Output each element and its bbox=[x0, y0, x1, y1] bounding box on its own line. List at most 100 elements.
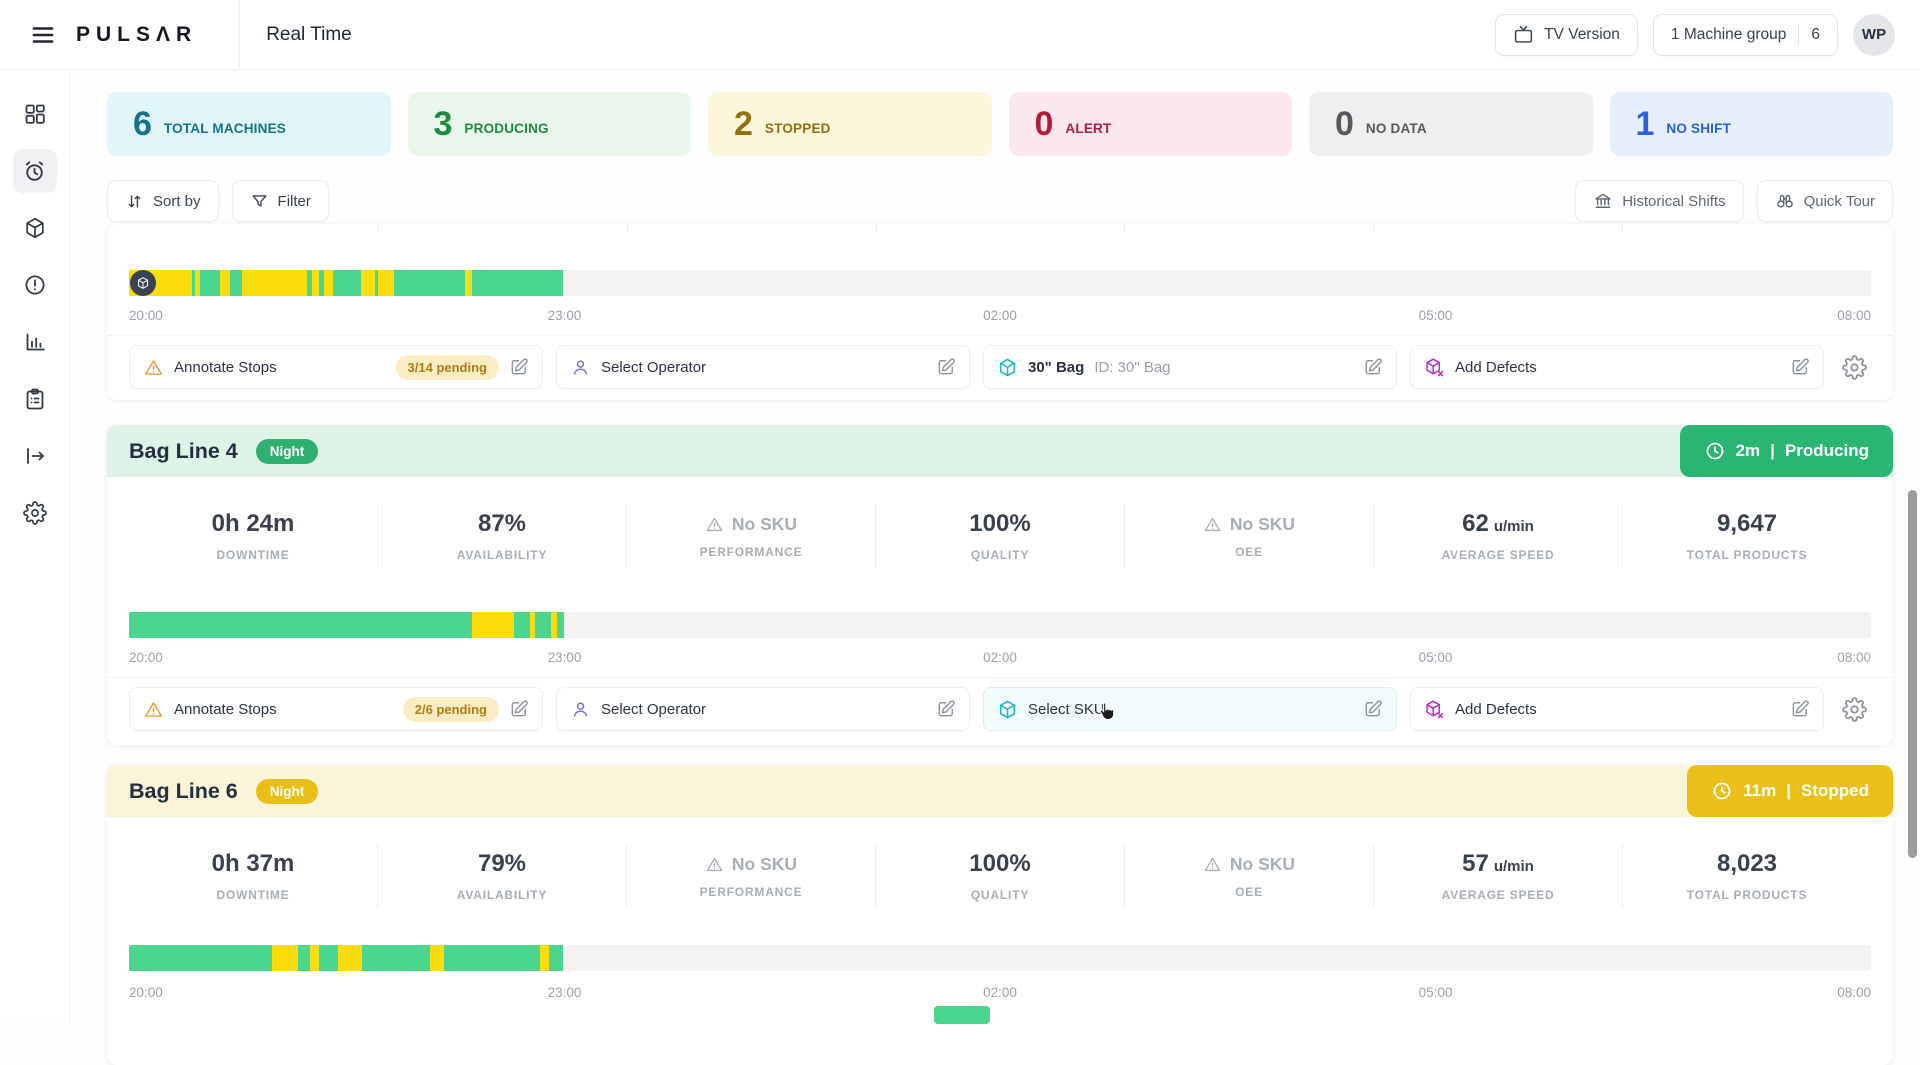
machine-name: Bag Line 6 bbox=[129, 779, 238, 804]
stat-total-products: 9,647 TOTAL PRODUCTS bbox=[1623, 510, 1871, 562]
machine-header[interactable]: Bag Line 4 Night 2m | Producing bbox=[107, 425, 1893, 477]
brand-logo[interactable]: PULSΛR bbox=[76, 23, 197, 47]
production-timeline[interactable] bbox=[129, 945, 1871, 971]
quick-tour-button[interactable]: Quick Tour bbox=[1757, 180, 1893, 222]
select-sku-button[interactable]: Select SKU bbox=[983, 687, 1397, 731]
sku-icon bbox=[997, 699, 1018, 720]
stats-row: 0h 24m DOWNTIME 87% AVAILABILITY No SKU … bbox=[129, 477, 1871, 595]
tv-icon bbox=[1513, 24, 1534, 45]
stat-divider-stubs bbox=[129, 224, 1871, 232]
status-clock-icon bbox=[1711, 780, 1733, 802]
edit-icon[interactable] bbox=[1363, 357, 1383, 377]
real-time-icon[interactable] bbox=[13, 149, 57, 193]
stat-availability: 79% AVAILABILITY bbox=[378, 850, 626, 902]
summary-producing[interactable]: 3 PRODUCING bbox=[408, 92, 692, 156]
shift-badge: Night bbox=[256, 439, 319, 464]
scrollbar-thumb[interactable] bbox=[1908, 490, 1917, 858]
stat-oee: No SKU OEE bbox=[1125, 514, 1373, 559]
defects-icon bbox=[1424, 357, 1445, 378]
timeline-product-marker-icon bbox=[130, 270, 156, 296]
filter-button[interactable]: Filter bbox=[232, 180, 329, 222]
page-title: Real Time bbox=[266, 24, 352, 46]
machine-card-bag-line-6: Bag Line 6 Night 11m | Stopped 0h 37m DO… bbox=[107, 765, 1893, 1065]
operator-icon bbox=[570, 357, 591, 378]
operator-icon bbox=[570, 699, 591, 720]
pending-badge: 2/6 pending bbox=[403, 697, 499, 722]
stat-quality: 100% QUALITY bbox=[876, 850, 1124, 902]
binoculars-icon bbox=[1775, 191, 1795, 211]
avatar[interactable]: WP bbox=[1853, 14, 1895, 56]
historical-shifts-button[interactable]: Historical Shifts bbox=[1575, 180, 1743, 222]
tv-version-button[interactable]: TV Version bbox=[1495, 14, 1638, 56]
summary-alert[interactable]: 0 ALERT bbox=[1009, 92, 1293, 156]
actions-row: Annotate Stops 2/6 pending Select Operat… bbox=[129, 687, 1871, 731]
analytics-icon[interactable] bbox=[13, 320, 57, 364]
edit-icon[interactable] bbox=[936, 357, 956, 377]
production-timeline[interactable] bbox=[129, 612, 1871, 638]
edit-icon[interactable] bbox=[1790, 699, 1810, 719]
edit-icon[interactable] bbox=[936, 699, 956, 719]
edit-icon[interactable] bbox=[1790, 357, 1810, 377]
stat-performance: No SKU PERFORMANCE bbox=[627, 854, 875, 899]
add-defects-button[interactable]: Add Defects bbox=[1410, 345, 1824, 389]
sku-button[interactable]: 30" Bag ID: 30" Bag bbox=[983, 345, 1397, 389]
machine-header[interactable]: Bag Line 6 Night 11m | Stopped bbox=[107, 765, 1893, 817]
stat-total-products: 8,023 TOTAL PRODUCTS bbox=[1623, 850, 1871, 902]
summary-no-shift[interactable]: 1 NO SHIFT bbox=[1610, 92, 1894, 156]
production-timeline[interactable] bbox=[129, 270, 1871, 296]
stat-performance: No SKU PERFORMANCE bbox=[627, 514, 875, 559]
stat-oee: No SKU OEE bbox=[1125, 854, 1373, 899]
stat-downtime: 0h 24m DOWNTIME bbox=[129, 510, 377, 562]
top-bar: PULSΛR Real Time TV Version 1 Machine gr… bbox=[0, 0, 1920, 70]
machine-card-bag-line-4: Bag Line 4 Night 2m | Producing 0h 24m D… bbox=[107, 425, 1893, 745]
summary-no-data[interactable]: 0 NO DATA bbox=[1309, 92, 1593, 156]
edit-icon[interactable] bbox=[1363, 699, 1383, 719]
menu-icon[interactable] bbox=[28, 20, 58, 50]
machine-settings-icon[interactable] bbox=[1837, 355, 1871, 380]
machine-name: Bag Line 4 bbox=[129, 439, 238, 464]
annotate-stops-button[interactable]: Annotate Stops 2/6 pending bbox=[129, 687, 543, 731]
sku-id: ID: 30" Bag bbox=[1094, 359, 1170, 376]
filter-icon bbox=[250, 192, 269, 211]
status-pill[interactable]: 2m | Producing bbox=[1680, 425, 1893, 477]
select-operator-button[interactable]: Select Operator bbox=[556, 687, 970, 731]
defects-icon bbox=[1424, 699, 1445, 720]
summary-row: 6 TOTAL MACHINES 3 PRODUCING 2 STOPPED 0… bbox=[107, 92, 1893, 156]
reports-icon[interactable] bbox=[13, 377, 57, 421]
annotate-stops-button[interactable]: Annotate Stops 3/14 pending bbox=[129, 345, 543, 389]
shift-badge: Night bbox=[256, 779, 319, 804]
pending-badge: 3/14 pending bbox=[396, 355, 499, 380]
sort-by-button[interactable]: Sort by bbox=[107, 180, 219, 222]
card-divider bbox=[107, 335, 1893, 336]
edit-icon[interactable] bbox=[509, 699, 529, 719]
machine-group-selector[interactable]: 1 Machine group 6 bbox=[1653, 14, 1838, 56]
stats-row: 0h 37m DOWNTIME 79% AVAILABILITY No SKU … bbox=[129, 817, 1871, 935]
status-clock-icon bbox=[1704, 440, 1726, 462]
summary-total-machines[interactable]: 6 TOTAL MACHINES bbox=[107, 92, 391, 156]
topbar-divider bbox=[239, 0, 240, 70]
select-operator-button[interactable]: Select Operator bbox=[556, 345, 970, 389]
alerts-icon[interactable] bbox=[13, 263, 57, 307]
stat-quality: 100% QUALITY bbox=[876, 510, 1124, 562]
settings-icon[interactable] bbox=[13, 491, 57, 535]
card-divider bbox=[107, 677, 1893, 678]
stat-availability: 87% AVAILABILITY bbox=[378, 510, 626, 562]
dashboard-icon[interactable] bbox=[13, 92, 57, 136]
main-content: 6 TOTAL MACHINES 3 PRODUCING 2 STOPPED 0… bbox=[70, 70, 1920, 1022]
green-fragment bbox=[934, 1006, 990, 1024]
machine-settings-icon[interactable] bbox=[1837, 697, 1871, 722]
add-defects-button[interactable]: Add Defects bbox=[1410, 687, 1824, 731]
bank-icon bbox=[1593, 191, 1613, 211]
products-icon[interactable] bbox=[13, 206, 57, 250]
actions-row: Annotate Stops 3/14 pending Select Opera… bbox=[129, 345, 1871, 389]
export-icon[interactable] bbox=[13, 434, 57, 478]
status-pill[interactable]: 11m | Stopped bbox=[1687, 765, 1893, 817]
edit-icon[interactable] bbox=[509, 357, 529, 377]
summary-stopped[interactable]: 2 STOPPED bbox=[708, 92, 992, 156]
